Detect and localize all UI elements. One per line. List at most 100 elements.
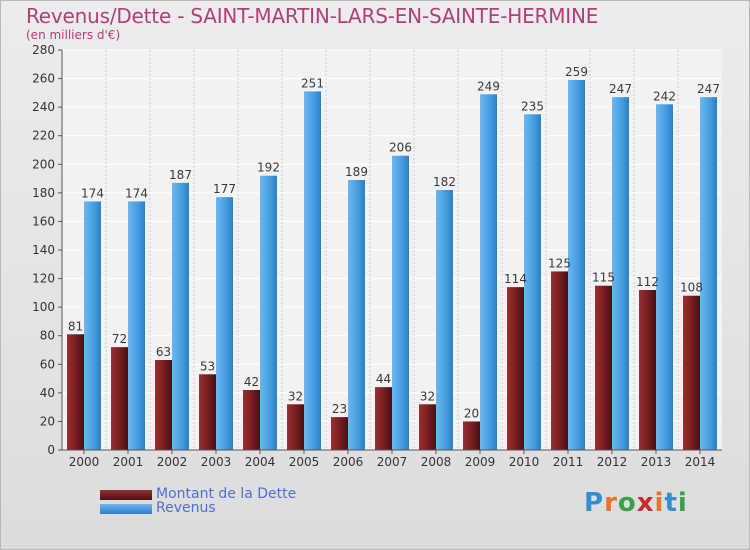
data-label-dette: 108	[680, 281, 703, 295]
legend-label-revenus: Revenus	[156, 500, 216, 516]
data-label-dette: 42	[244, 375, 259, 389]
y-tick-label: 40	[40, 386, 55, 400]
bar-dette	[507, 287, 524, 450]
logo-letter: r	[604, 488, 618, 518]
data-label-dette: 125	[548, 256, 571, 270]
legend-label-dette: Montant de la Dette	[156, 486, 297, 502]
bar-revenus	[348, 180, 365, 450]
y-tick-label: 260	[32, 72, 55, 86]
y-tick-label: 280	[32, 43, 55, 57]
logo-letter: P	[584, 488, 605, 518]
data-label-revenus: 177	[213, 182, 236, 196]
chart-subtitle: (en milliers d'€)	[26, 28, 121, 42]
data-label-dette: 81	[68, 319, 83, 333]
bar-revenus	[260, 175, 277, 450]
bar-revenus	[128, 201, 145, 450]
bar-dette	[683, 295, 700, 450]
y-tick-label: 160	[32, 214, 55, 228]
bar-revenus	[216, 197, 233, 450]
data-label-dette: 115	[592, 271, 615, 285]
x-tick-label: 2012	[597, 455, 628, 469]
bar-revenus	[172, 182, 189, 450]
bar-revenus	[480, 94, 497, 451]
legend-swatch-dette	[100, 490, 152, 500]
data-label-revenus: 247	[697, 82, 720, 96]
bar-revenus	[612, 97, 629, 451]
y-tick-label: 200	[32, 157, 55, 171]
y-tick-label: 180	[32, 186, 55, 200]
data-label-dette: 72	[112, 332, 127, 346]
bar-revenus	[524, 114, 541, 451]
data-label-dette: 44	[376, 372, 391, 386]
y-tick-label: 20	[40, 414, 55, 428]
proxiti-logo: Proxiti	[584, 488, 688, 518]
bar-revenus	[568, 80, 585, 450]
x-tick-label: 2008	[421, 455, 452, 469]
bar-revenus	[656, 104, 673, 451]
x-tick-label: 2005	[289, 455, 320, 469]
legend-swatch-revenus	[100, 504, 152, 514]
legend-item-dette: Montant de la Dette	[100, 486, 400, 503]
bar-dette	[243, 390, 260, 450]
bar-dette	[331, 417, 348, 450]
bar-dette	[155, 360, 172, 450]
data-label-dette: 112	[636, 275, 659, 289]
bar-revenus	[84, 201, 101, 450]
bar-dette	[551, 271, 568, 450]
bar-dette	[199, 374, 216, 450]
data-label-dette: 32	[288, 389, 303, 403]
data-label-dette: 53	[200, 359, 215, 373]
x-tick-label: 2004	[245, 455, 276, 469]
data-label-revenus: 174	[125, 186, 148, 200]
y-tick-label: 140	[32, 243, 55, 257]
bar-dette	[287, 404, 304, 450]
bar-revenus	[392, 155, 409, 450]
x-tick-label: 2007	[377, 455, 408, 469]
logo-letter: i	[677, 488, 688, 518]
x-tick-label: 2006	[333, 455, 364, 469]
bar-dette	[67, 334, 84, 450]
y-tick-label: 100	[32, 300, 55, 314]
data-label-revenus: 187	[169, 168, 192, 182]
x-tick-label: 2000	[69, 455, 100, 469]
x-tick-label: 2003	[201, 455, 232, 469]
data-label-revenus: 235	[521, 99, 544, 113]
data-label-dette: 20	[464, 406, 479, 420]
y-tick-label: 240	[32, 100, 55, 114]
data-label-revenus: 206	[389, 141, 412, 155]
y-tick-label: 80	[40, 329, 55, 343]
x-tick-label: 2001	[113, 455, 144, 469]
data-label-revenus: 189	[345, 165, 368, 179]
chart-title: Revenus/Dette - SAINT-MARTIN-LARS-EN-SAI…	[26, 4, 599, 28]
x-tick-label: 2011	[553, 455, 584, 469]
logo-letter: i	[654, 488, 665, 518]
y-tick-label: 0	[47, 443, 55, 457]
data-label-dette: 32	[420, 389, 435, 403]
y-tick-label: 60	[40, 357, 55, 371]
bar-dette	[111, 347, 128, 450]
bar-dette	[639, 290, 656, 450]
x-tick-label: 2009	[465, 455, 496, 469]
bar-dette	[375, 387, 392, 450]
logo-letter: o	[617, 488, 637, 518]
bar-revenus	[700, 97, 717, 451]
bar-dette	[595, 285, 612, 450]
y-tick-label: 120	[32, 272, 55, 286]
y-tick-label: 220	[32, 129, 55, 143]
data-label-revenus: 192	[257, 161, 280, 175]
data-label-revenus: 249	[477, 79, 500, 93]
bar-revenus	[304, 91, 321, 450]
bar-revenus	[436, 190, 453, 450]
bar-dette	[419, 404, 436, 450]
logo-letter: x	[636, 488, 655, 518]
x-tick-label: 2013	[641, 455, 672, 469]
x-tick-label: 2002	[157, 455, 188, 469]
x-tick-label: 2014	[685, 455, 716, 469]
x-tick-label: 2010	[509, 455, 540, 469]
data-label-revenus: 251	[301, 76, 324, 90]
logo-letter: t	[664, 488, 678, 518]
data-label-dette: 63	[156, 345, 171, 359]
data-label-dette: 114	[504, 272, 527, 286]
data-label-revenus: 182	[433, 175, 456, 189]
